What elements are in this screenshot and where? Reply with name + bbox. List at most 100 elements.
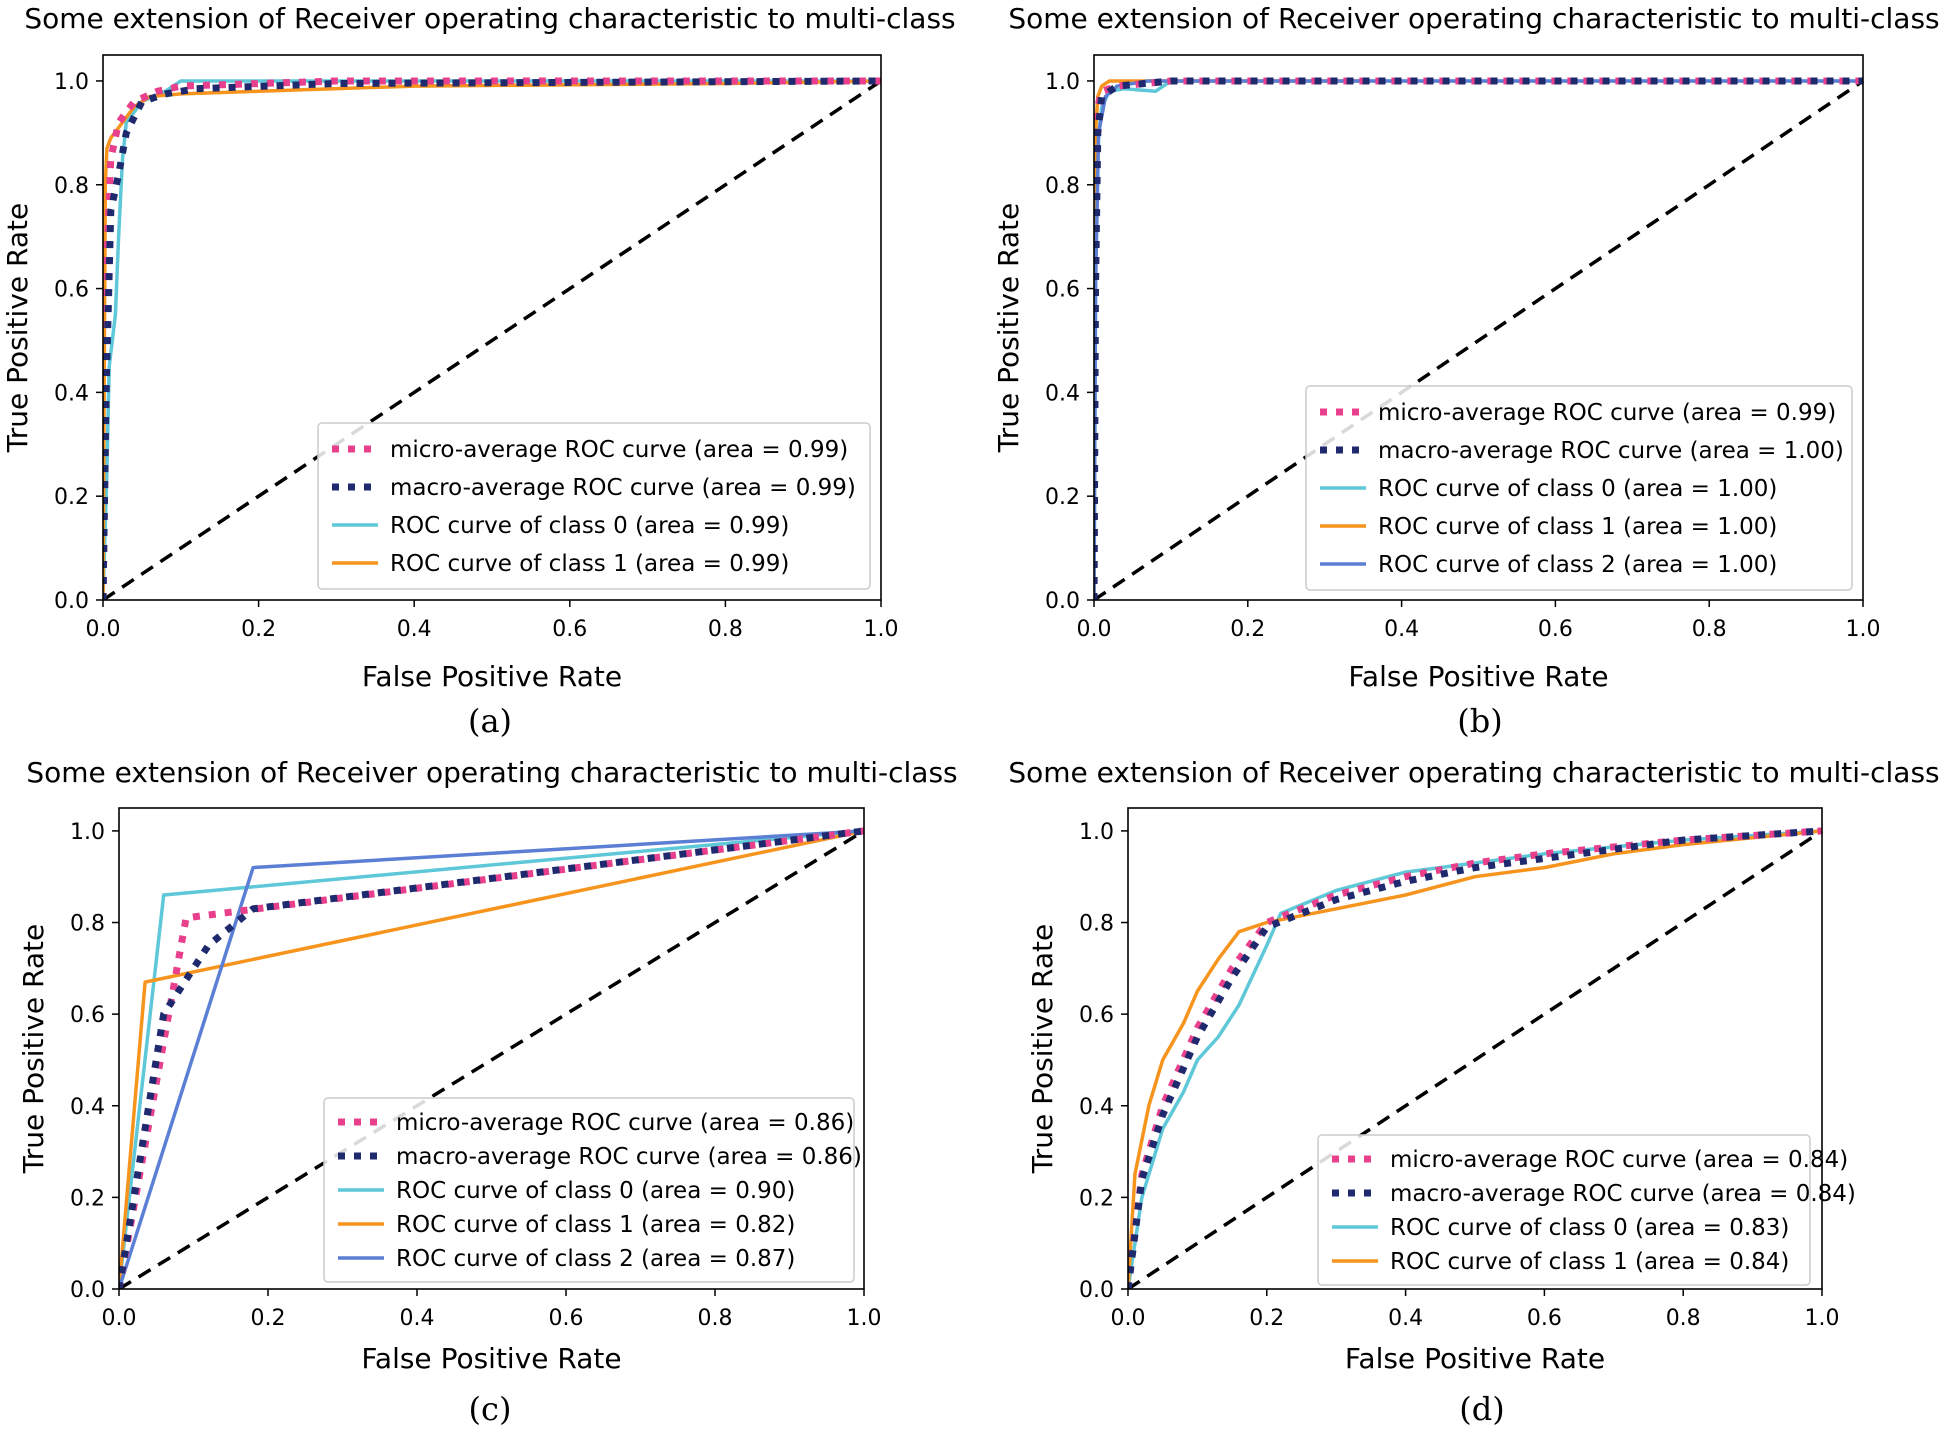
x-tick-label: 1.0 bbox=[1805, 1306, 1840, 1331]
legend-entry: micro-average ROC curve (area = 0.86) bbox=[396, 1110, 854, 1136]
roc-panel-a: Some extension of Receiver operating cha… bbox=[1, 2, 956, 740]
y-tick-label: 0.0 bbox=[54, 589, 89, 614]
y-tick-label: 0.4 bbox=[70, 1095, 105, 1120]
legend-entry: macro-average ROC curve (area = 0.99) bbox=[390, 475, 856, 501]
legend-entry: ROC curve of class 1 (area = 1.00) bbox=[1378, 514, 1777, 540]
legend: micro-average ROC curve (area = 0.84) mac… bbox=[1317, 1134, 1856, 1286]
x-tick-label: 0.0 bbox=[86, 617, 121, 642]
legend-box bbox=[1317, 1134, 1811, 1286]
y-tick-label: 0.4 bbox=[1079, 1095, 1114, 1120]
y-axis-label: True Positive Rate bbox=[1026, 924, 1059, 1174]
x-tick-label: 0.0 bbox=[1077, 617, 1112, 642]
y-axis-label: True Positive Rate bbox=[17, 924, 50, 1174]
y-tick-label: 0.2 bbox=[54, 485, 89, 510]
axes-frame bbox=[102, 54, 882, 601]
x-axis-label: False Positive Rate bbox=[1345, 1342, 1605, 1375]
legend-entry: ROC curve of class 2 (area = 0.87) bbox=[396, 1246, 795, 1272]
x-tick-label: 0.6 bbox=[1527, 1306, 1562, 1331]
y-tick-label: 0.6 bbox=[1079, 1003, 1114, 1028]
legend-entry: micro-average ROC curve (area = 0.99) bbox=[390, 437, 848, 463]
x-tick-label: 0.2 bbox=[1249, 1306, 1284, 1331]
series-line-3 bbox=[119, 829, 865, 1289]
plot-area bbox=[119, 827, 865, 1289]
legend-entry: ROC curve of class 0 (area = 0.83) bbox=[1390, 1215, 1789, 1241]
series-line-4 bbox=[119, 829, 865, 1289]
legend-entry: micro-average ROC curve (area = 0.99) bbox=[1378, 400, 1836, 426]
roc-panel-b: Some extension of Receiver operating cha… bbox=[992, 2, 1940, 740]
plot-area bbox=[103, 77, 882, 600]
chart-title: Some extension of Receiver operating cha… bbox=[24, 2, 955, 35]
x-tick-label: 0.8 bbox=[708, 617, 743, 642]
x-tick-label: 1.0 bbox=[1846, 617, 1881, 642]
y-tick-label: 1.0 bbox=[70, 820, 105, 845]
x-axis-label: False Positive Rate bbox=[361, 1342, 621, 1375]
roc-panel-d: Some extension of Receiver operating cha… bbox=[1008, 756, 1939, 1428]
legend-entry: ROC curve of class 1 (area = 0.99) bbox=[390, 551, 789, 577]
y-tick-label: 1.0 bbox=[54, 70, 89, 95]
y-tick-label: 0.0 bbox=[1079, 1278, 1114, 1303]
y-axis-label: True Positive Rate bbox=[992, 203, 1025, 453]
legend-box bbox=[317, 422, 871, 590]
x-axis-label: False Positive Rate bbox=[1348, 660, 1608, 693]
legend-entry: macro-average ROC curve (area = 0.86) bbox=[396, 1144, 862, 1170]
axes-frame bbox=[1127, 807, 1823, 1290]
y-tick-label: 1.0 bbox=[1045, 70, 1080, 95]
y-tick-label: 0.4 bbox=[1045, 381, 1080, 406]
axes-frame bbox=[118, 807, 865, 1290]
legend: micro-average ROC curve (area = 0.99) mac… bbox=[317, 422, 871, 590]
legend-box bbox=[323, 1097, 855, 1283]
panel-caption: (a) bbox=[468, 702, 512, 740]
y-tick-label: 0.0 bbox=[70, 1278, 105, 1303]
y-tick-label: 0.8 bbox=[54, 174, 89, 199]
legend-entry: ROC curve of class 0 (area = 0.90) bbox=[396, 1178, 795, 1204]
x-tick-label: 0.6 bbox=[549, 1306, 584, 1331]
y-tick-label: 0.4 bbox=[54, 381, 89, 406]
y-tick-label: 0.2 bbox=[1045, 485, 1080, 510]
series-line-2 bbox=[119, 829, 865, 1289]
chart-title: Some extension of Receiver operating cha… bbox=[26, 756, 957, 789]
chance-line bbox=[1094, 79, 1864, 600]
series-line-4 bbox=[1094, 79, 1863, 600]
x-tick-label: 0.0 bbox=[1111, 1306, 1146, 1331]
y-tick-label: 0.0 bbox=[1045, 589, 1080, 614]
chance-line bbox=[1128, 829, 1823, 1289]
x-tick-label: 0.2 bbox=[1230, 617, 1265, 642]
legend-entry: ROC curve of class 2 (area = 1.00) bbox=[1378, 552, 1777, 578]
x-tick-label: 0.4 bbox=[397, 617, 432, 642]
legend-entry: ROC curve of class 1 (area = 0.84) bbox=[1390, 1249, 1789, 1275]
roc-panel-c: Some extension of Receiver operating cha… bbox=[17, 756, 958, 1428]
legend: micro-average ROC curve (area = 0.99) mac… bbox=[1305, 385, 1853, 591]
x-tick-label: 0.6 bbox=[552, 617, 587, 642]
series-line-1 bbox=[1128, 827, 1823, 1289]
legend-box bbox=[1305, 385, 1853, 591]
panel-caption: (b) bbox=[1457, 702, 1502, 740]
legend-entry: ROC curve of class 0 (area = 0.99) bbox=[390, 513, 789, 539]
y-tick-label: 0.6 bbox=[70, 1003, 105, 1028]
legend-entry: ROC curve of class 0 (area = 1.00) bbox=[1378, 476, 1777, 502]
x-tick-label: 0.8 bbox=[698, 1306, 733, 1331]
plot-area bbox=[1128, 827, 1823, 1289]
legend-entry: macro-average ROC curve (area = 1.00) bbox=[1378, 438, 1844, 464]
legend: micro-average ROC curve (area = 0.86) mac… bbox=[323, 1097, 862, 1283]
series-line-1 bbox=[103, 77, 882, 600]
series-line-3 bbox=[1128, 829, 1823, 1289]
panel-caption: (d) bbox=[1459, 1390, 1504, 1428]
x-tick-label: 0.8 bbox=[1666, 1306, 1701, 1331]
x-tick-label: 0.0 bbox=[102, 1306, 137, 1331]
series-line-0 bbox=[1128, 827, 1823, 1289]
x-tick-label: 0.4 bbox=[1388, 1306, 1423, 1331]
chance-line bbox=[119, 829, 865, 1289]
series-line-1 bbox=[1094, 77, 1863, 600]
x-tick-label: 0.4 bbox=[1384, 617, 1419, 642]
panel-caption: (c) bbox=[469, 1390, 512, 1428]
x-tick-label: 0.4 bbox=[400, 1306, 435, 1331]
y-tick-label: 0.2 bbox=[70, 1186, 105, 1211]
chart-title: Some extension of Receiver operating cha… bbox=[1008, 756, 1939, 789]
legend-entry: micro-average ROC curve (area = 0.84) bbox=[1390, 1147, 1848, 1173]
x-tick-label: 1.0 bbox=[864, 617, 899, 642]
plot-area bbox=[1094, 77, 1864, 600]
axes-frame bbox=[1093, 54, 1864, 601]
legend-entry: ROC curve of class 1 (area = 0.82) bbox=[396, 1212, 795, 1238]
series-line-3 bbox=[103, 79, 882, 600]
